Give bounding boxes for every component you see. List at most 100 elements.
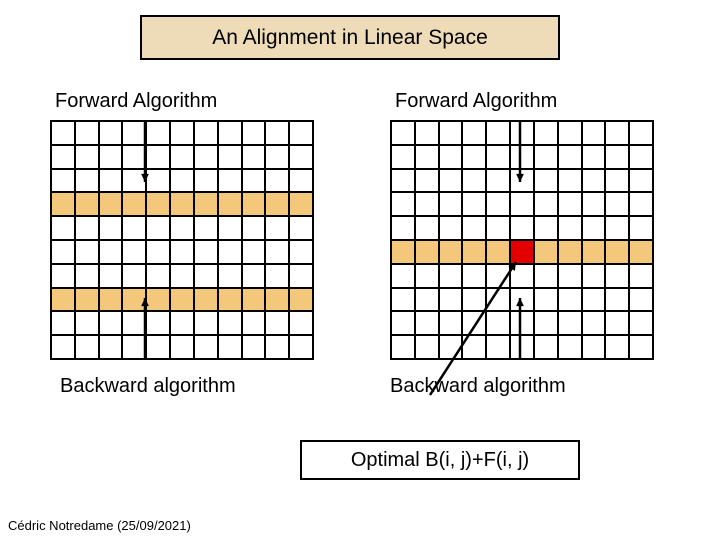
- formula-box: Optimal B(i, j)+F(i, j): [300, 440, 580, 480]
- grid-cell: [122, 240, 146, 264]
- grid-cell: [242, 169, 266, 193]
- grid-cell: [122, 335, 146, 359]
- grid-cell: [582, 169, 606, 193]
- grid-cell: [242, 121, 266, 145]
- grid-cell: [558, 264, 582, 288]
- grid-cell: [391, 240, 415, 264]
- grid-cell: [510, 121, 534, 145]
- grid-cell: [194, 264, 218, 288]
- grid-cell: [558, 169, 582, 193]
- grid-cell: [629, 216, 653, 240]
- grid-cell: [122, 264, 146, 288]
- grid-cell: [629, 169, 653, 193]
- grid-cell: [629, 121, 653, 145]
- grid-cell: [289, 264, 313, 288]
- grid-cell: [122, 311, 146, 335]
- grid-cell: [265, 288, 289, 312]
- grid-cell: [605, 192, 629, 216]
- grid-cell: [265, 216, 289, 240]
- grid-cell: [510, 264, 534, 288]
- grid-cell: [51, 264, 75, 288]
- grid-cell: [194, 169, 218, 193]
- grid-cell: [194, 288, 218, 312]
- grid-cell: [534, 121, 558, 145]
- grid-cell: [439, 216, 463, 240]
- grid-cell: [486, 240, 510, 264]
- grid-cell: [439, 145, 463, 169]
- grid-cell: [242, 192, 266, 216]
- grid-cell: [534, 335, 558, 359]
- grid-cell: [51, 216, 75, 240]
- grid-cell: [146, 192, 170, 216]
- grid-cell: [605, 311, 629, 335]
- grid-cell: [605, 121, 629, 145]
- grid-cell: [534, 169, 558, 193]
- grid-cell: [242, 264, 266, 288]
- grid-cell: [170, 311, 194, 335]
- grid-cell: [194, 311, 218, 335]
- grid-cell: [170, 169, 194, 193]
- grid-cell: [75, 121, 99, 145]
- grid-cell: [289, 192, 313, 216]
- grid-cell: [486, 311, 510, 335]
- grid-cell: [605, 288, 629, 312]
- grid-cell: [265, 264, 289, 288]
- grid-cell: [415, 169, 439, 193]
- grid-cell: [194, 192, 218, 216]
- grid-cell: [218, 264, 242, 288]
- grid-cell: [462, 216, 486, 240]
- grid-cell: [289, 145, 313, 169]
- grid-cell: [391, 264, 415, 288]
- grid-cell: [218, 169, 242, 193]
- grid-cell: [75, 311, 99, 335]
- grid-cell: [170, 240, 194, 264]
- grid-cell: [486, 121, 510, 145]
- grid-cell: [415, 311, 439, 335]
- grid-cell: [289, 169, 313, 193]
- grid-cell: [415, 121, 439, 145]
- grid-cell: [605, 335, 629, 359]
- grid-cell: [558, 192, 582, 216]
- grid-cell: [289, 121, 313, 145]
- grid-cell: [582, 311, 606, 335]
- grid-cell: [146, 288, 170, 312]
- grid-cell: [242, 311, 266, 335]
- grid-cell: [582, 264, 606, 288]
- grid-cell: [534, 288, 558, 312]
- grid-cell: [146, 169, 170, 193]
- grid-cell: [391, 121, 415, 145]
- grid-cell: [265, 169, 289, 193]
- grid-cell: [75, 216, 99, 240]
- grid-cell: [510, 311, 534, 335]
- grid-cell: [218, 311, 242, 335]
- grid-cell: [242, 216, 266, 240]
- grid-cell: [99, 288, 123, 312]
- grid-cell: [558, 216, 582, 240]
- grid-cell: [629, 192, 653, 216]
- grid-cell: [439, 169, 463, 193]
- grid-cell: [265, 145, 289, 169]
- grid-cell: [146, 145, 170, 169]
- grid-cell: [439, 192, 463, 216]
- grid-cell: [462, 121, 486, 145]
- grid-cell: [99, 240, 123, 264]
- grid-cell: [99, 264, 123, 288]
- grid-cell: [486, 335, 510, 359]
- grid-cell: [605, 169, 629, 193]
- grid-cell: [629, 288, 653, 312]
- grid-cell: [391, 169, 415, 193]
- title-box: An Alignment in Linear Space: [140, 15, 560, 60]
- grid-cell: [51, 169, 75, 193]
- grid-cell: [99, 192, 123, 216]
- grid-cell: [122, 121, 146, 145]
- grid-cell: [51, 192, 75, 216]
- grid-cell: [415, 335, 439, 359]
- grid-cell: [558, 311, 582, 335]
- grid-cell: [462, 264, 486, 288]
- grid-cell: [486, 145, 510, 169]
- grid-cell: [242, 145, 266, 169]
- grid-cell: [51, 121, 75, 145]
- grid-cell: [289, 288, 313, 312]
- grid-cell: [242, 240, 266, 264]
- grid-cell: [218, 121, 242, 145]
